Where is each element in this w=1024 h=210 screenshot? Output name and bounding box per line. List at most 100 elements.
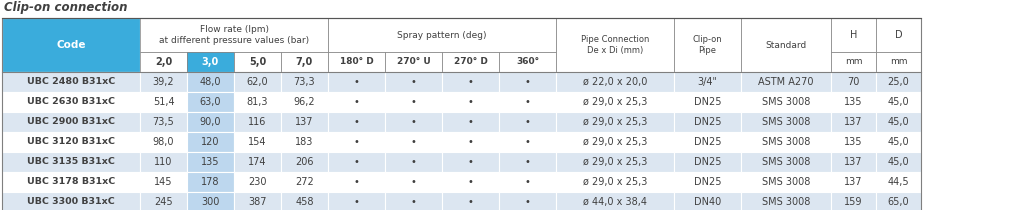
Text: •: • bbox=[468, 177, 473, 187]
Text: 45,0: 45,0 bbox=[888, 97, 909, 107]
Bar bbox=[499, 72, 556, 92]
Bar bbox=[499, 92, 556, 112]
Bar bbox=[876, 52, 921, 72]
Bar bbox=[187, 132, 234, 152]
Text: •: • bbox=[468, 137, 473, 147]
Bar bbox=[385, 172, 442, 192]
Bar bbox=[234, 52, 281, 72]
Text: ø 29,0 x 25,3: ø 29,0 x 25,3 bbox=[583, 97, 647, 107]
Text: UBC 3120 B31xC: UBC 3120 B31xC bbox=[27, 138, 115, 147]
Bar bbox=[2, 92, 140, 112]
Bar bbox=[442, 172, 499, 192]
Text: UBC 3178 B31xC: UBC 3178 B31xC bbox=[27, 177, 115, 186]
Text: mm: mm bbox=[890, 58, 907, 67]
Bar bbox=[2, 18, 140, 72]
Bar bbox=[674, 192, 741, 210]
Bar bbox=[385, 152, 442, 172]
Bar bbox=[876, 192, 921, 210]
Text: •: • bbox=[524, 77, 530, 87]
Text: UBC 2630 B31xC: UBC 2630 B31xC bbox=[27, 97, 115, 106]
Text: 63,0: 63,0 bbox=[200, 97, 221, 107]
Text: 73,5: 73,5 bbox=[153, 117, 174, 127]
Text: 137: 137 bbox=[844, 117, 863, 127]
Bar bbox=[556, 172, 674, 192]
Text: •: • bbox=[468, 117, 473, 127]
Bar bbox=[442, 92, 499, 112]
Text: 206: 206 bbox=[295, 157, 313, 167]
Text: 39,2: 39,2 bbox=[153, 77, 174, 87]
Text: 3,0: 3,0 bbox=[202, 57, 219, 67]
Text: 25,0: 25,0 bbox=[888, 77, 909, 87]
Bar bbox=[2, 152, 140, 172]
Text: •: • bbox=[353, 117, 359, 127]
Text: 90,0: 90,0 bbox=[200, 117, 221, 127]
Bar bbox=[674, 152, 741, 172]
Bar bbox=[741, 92, 831, 112]
Bar bbox=[187, 152, 234, 172]
Bar bbox=[328, 132, 385, 152]
Bar bbox=[876, 132, 921, 152]
Text: 360°: 360° bbox=[516, 58, 539, 67]
Bar bbox=[187, 172, 234, 192]
Text: UBC 3135 B31xC: UBC 3135 B31xC bbox=[27, 158, 115, 167]
Bar bbox=[2, 132, 140, 152]
Bar bbox=[674, 18, 741, 72]
Text: D: D bbox=[895, 30, 902, 40]
Text: 183: 183 bbox=[295, 137, 313, 147]
Text: 5,0: 5,0 bbox=[249, 57, 266, 67]
Bar bbox=[499, 172, 556, 192]
Bar bbox=[2, 192, 140, 210]
Text: 81,3: 81,3 bbox=[247, 97, 268, 107]
Bar bbox=[556, 152, 674, 172]
Bar bbox=[876, 18, 921, 52]
Bar bbox=[556, 92, 674, 112]
Text: 159: 159 bbox=[844, 197, 863, 207]
Bar bbox=[187, 112, 234, 132]
Bar bbox=[499, 192, 556, 210]
Text: 387: 387 bbox=[248, 197, 266, 207]
Text: 135: 135 bbox=[844, 97, 863, 107]
Bar bbox=[442, 192, 499, 210]
Text: mm: mm bbox=[845, 58, 862, 67]
Bar bbox=[2, 172, 140, 192]
Text: Standard: Standard bbox=[765, 41, 807, 50]
Text: •: • bbox=[411, 157, 417, 167]
Bar bbox=[140, 92, 187, 112]
Bar bbox=[499, 132, 556, 152]
Bar bbox=[674, 72, 741, 92]
Bar bbox=[328, 192, 385, 210]
Bar bbox=[187, 192, 234, 210]
Text: 458: 458 bbox=[295, 197, 313, 207]
Text: •: • bbox=[468, 197, 473, 207]
Text: 137: 137 bbox=[295, 117, 313, 127]
Bar bbox=[741, 18, 831, 72]
Text: 145: 145 bbox=[155, 177, 173, 187]
Bar bbox=[499, 112, 556, 132]
Text: 300: 300 bbox=[202, 197, 220, 207]
Text: SMS 3008: SMS 3008 bbox=[762, 177, 810, 187]
Text: •: • bbox=[353, 97, 359, 107]
Text: 45,0: 45,0 bbox=[888, 137, 909, 147]
Text: •: • bbox=[411, 137, 417, 147]
Text: 48,0: 48,0 bbox=[200, 77, 221, 87]
Bar bbox=[876, 152, 921, 172]
Bar bbox=[140, 172, 187, 192]
Text: Flow rate (lpm)
at different pressure values (bar): Flow rate (lpm) at different pressure va… bbox=[159, 25, 309, 45]
Bar bbox=[442, 132, 499, 152]
Text: UBC 2480 B31xC: UBC 2480 B31xC bbox=[27, 77, 115, 87]
Bar bbox=[140, 18, 328, 52]
Bar bbox=[140, 192, 187, 210]
Bar bbox=[281, 152, 328, 172]
Text: 45,0: 45,0 bbox=[888, 157, 909, 167]
Bar bbox=[385, 112, 442, 132]
Bar bbox=[831, 152, 876, 172]
Text: 116: 116 bbox=[248, 117, 266, 127]
Bar bbox=[741, 192, 831, 210]
Bar bbox=[2, 72, 140, 92]
Text: ø 22,0 x 20,0: ø 22,0 x 20,0 bbox=[583, 77, 647, 87]
Bar bbox=[234, 92, 281, 112]
Text: •: • bbox=[524, 137, 530, 147]
Bar bbox=[234, 112, 281, 132]
Text: 174: 174 bbox=[248, 157, 266, 167]
Bar bbox=[385, 52, 442, 72]
